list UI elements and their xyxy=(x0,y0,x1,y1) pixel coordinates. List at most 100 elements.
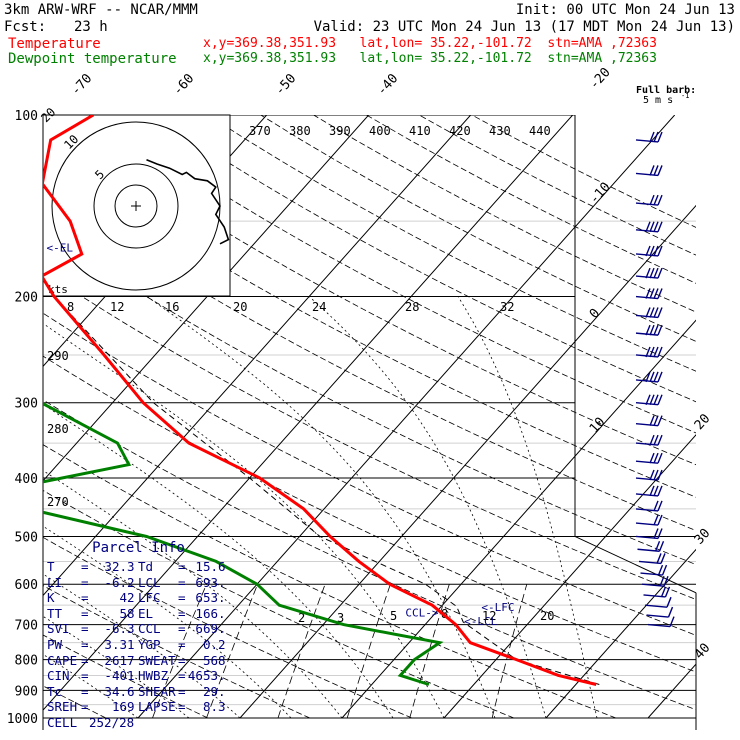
init-time: Init: 00 UTC Mon 24 Jun 13 xyxy=(515,2,735,18)
parcel-info-equals: = xyxy=(81,574,89,590)
pressure-label: 200 xyxy=(15,291,38,306)
wind-barb xyxy=(635,346,663,358)
wind-barb xyxy=(638,553,666,565)
parcel-info-panel: Parcel Info T = 32.3 Td = 15.6 LI = -6.2 LCL = 693.… xyxy=(47,538,230,730)
moist-adiabat xyxy=(43,653,139,719)
parcel-info-key: LAPSE xyxy=(138,699,176,715)
parcel-info-equals: = xyxy=(81,652,89,668)
parcel-info-equals: = xyxy=(81,668,89,684)
parcel-info-equals: = xyxy=(81,559,89,574)
parcel-info-value: 34.6 xyxy=(104,683,135,699)
wind-barb xyxy=(641,575,669,587)
wind-barb-flag xyxy=(654,540,661,552)
valid-time: Valid: 23 UTC Mon 24 Jun 13 (17 MDT Mon … xyxy=(313,19,735,35)
parcel-info-key: YGP xyxy=(138,636,161,652)
pressure-label: 600 xyxy=(15,578,38,593)
theta-label: 400 xyxy=(369,124,391,138)
isotherm-label: -40 xyxy=(374,71,401,98)
parcel-info-key: SREH xyxy=(47,699,78,715)
wind-barb-flag xyxy=(657,485,663,497)
wind-barb xyxy=(635,415,663,427)
wind-barb-flag xyxy=(653,221,659,233)
wind-barb-flag xyxy=(649,307,655,318)
parcel-info-row: SREH = 169 LAPSE = 8.3 xyxy=(47,699,230,715)
theta-label: 390 xyxy=(329,124,351,138)
parcel-info-key: PW xyxy=(47,636,63,652)
wind-barb-flag xyxy=(645,245,651,257)
pressure-label: 700 xyxy=(15,619,38,634)
moist-adiabat xyxy=(146,296,496,719)
theta-e-label: 20 xyxy=(233,300,247,314)
parcel-info-cell: K = 42 xyxy=(47,590,138,606)
dry-adiabat xyxy=(43,312,696,636)
parcel-info-cell: T = 32.3 xyxy=(47,559,138,575)
parcel-info-row: Tc = 34.6 SHEAR = 29. xyxy=(47,684,230,700)
parcel-info-key: LFC xyxy=(138,590,161,606)
wind-barb-flag xyxy=(649,485,655,497)
parcel-info-value: 568 xyxy=(202,652,226,668)
wind-barb xyxy=(635,324,663,336)
parcel-info-equals: = xyxy=(81,636,89,652)
wind-barb-flag xyxy=(645,346,651,358)
wind-barb-flag xyxy=(645,288,651,299)
parcel-info-value: -6.3 xyxy=(104,621,135,637)
parcel-info-equals: = xyxy=(81,683,89,699)
parcel-path xyxy=(43,276,600,685)
wind-barb-flag xyxy=(661,564,668,576)
wind-barb-flag xyxy=(657,245,663,257)
level-annotation: <-EL xyxy=(47,242,74,255)
barb-legend: Full barb: 5 m s -1 xyxy=(636,85,696,106)
wind-barb-flag xyxy=(653,452,659,464)
wind-barb-flag xyxy=(653,500,659,512)
parcel-info-cell: LFC = 653. xyxy=(138,590,229,606)
wind-barb-flag xyxy=(653,194,659,206)
wind-barb xyxy=(635,165,663,177)
wind-barb-flag xyxy=(649,371,655,383)
wind-barb-flag xyxy=(666,596,672,608)
mixing-ratio-label: 5 xyxy=(390,609,397,623)
isotherm-label: 10 xyxy=(587,415,609,437)
wind-barb xyxy=(637,540,665,552)
wind-barb-flag xyxy=(653,267,659,279)
parcel-info-equals: = xyxy=(178,590,186,606)
wind-barb-flag xyxy=(649,415,655,426)
dry-adiabat xyxy=(43,585,311,719)
parcel-info-row: K = 42 LFC = 653. xyxy=(47,590,230,606)
dry-adiabat xyxy=(43,399,696,711)
parcel-info-equals: = xyxy=(178,652,186,668)
wind-barb-flag xyxy=(645,324,651,336)
isotherm-label: 20 xyxy=(692,411,714,433)
parcel-info-cell: SVI = -6.3 xyxy=(47,621,138,637)
wind-barb-flag xyxy=(667,606,674,618)
parcel-info-value: 42 xyxy=(119,590,135,606)
sounding-curves xyxy=(43,115,600,686)
wind-barb-flag xyxy=(659,575,665,587)
parcel-info-cell: TT = 58 xyxy=(47,606,138,622)
hodograph-ring xyxy=(93,163,179,249)
barb-legend-superscript: -1 xyxy=(681,92,689,100)
wind-barb-flag xyxy=(653,307,659,318)
parcel-info-cell: LI = -6.2 xyxy=(47,575,138,591)
dry-adiabat xyxy=(154,115,696,403)
parcel-info-value: 29. xyxy=(202,683,226,699)
parcel-info-cell: PW = 3.31 xyxy=(47,637,138,653)
parcel-info-value: 15.6 xyxy=(195,559,226,574)
wind-barb-flag xyxy=(660,553,666,564)
parcel-info-row: CIN = -401 HWBZ = 4653. xyxy=(47,668,230,684)
wind-barb-flag xyxy=(653,485,659,497)
level-annotations: <-EL <-LFC CCL-> <-LCL xyxy=(47,242,515,628)
parcel-info-equals: = xyxy=(178,636,186,652)
wind-barb xyxy=(640,564,668,576)
isotherm xyxy=(545,548,696,719)
isotherm xyxy=(443,434,696,719)
theta-left-label: 270 xyxy=(47,495,69,509)
wind-barb-flag xyxy=(645,394,651,405)
parcel-info-value: 8.3 xyxy=(202,699,226,715)
parcel-info-equals: = xyxy=(178,621,186,637)
wind-barb-flag xyxy=(657,452,663,464)
wind-barb-flag xyxy=(649,221,655,233)
wind-barb-flag xyxy=(669,616,675,627)
parcel-info-key: T xyxy=(47,559,55,574)
